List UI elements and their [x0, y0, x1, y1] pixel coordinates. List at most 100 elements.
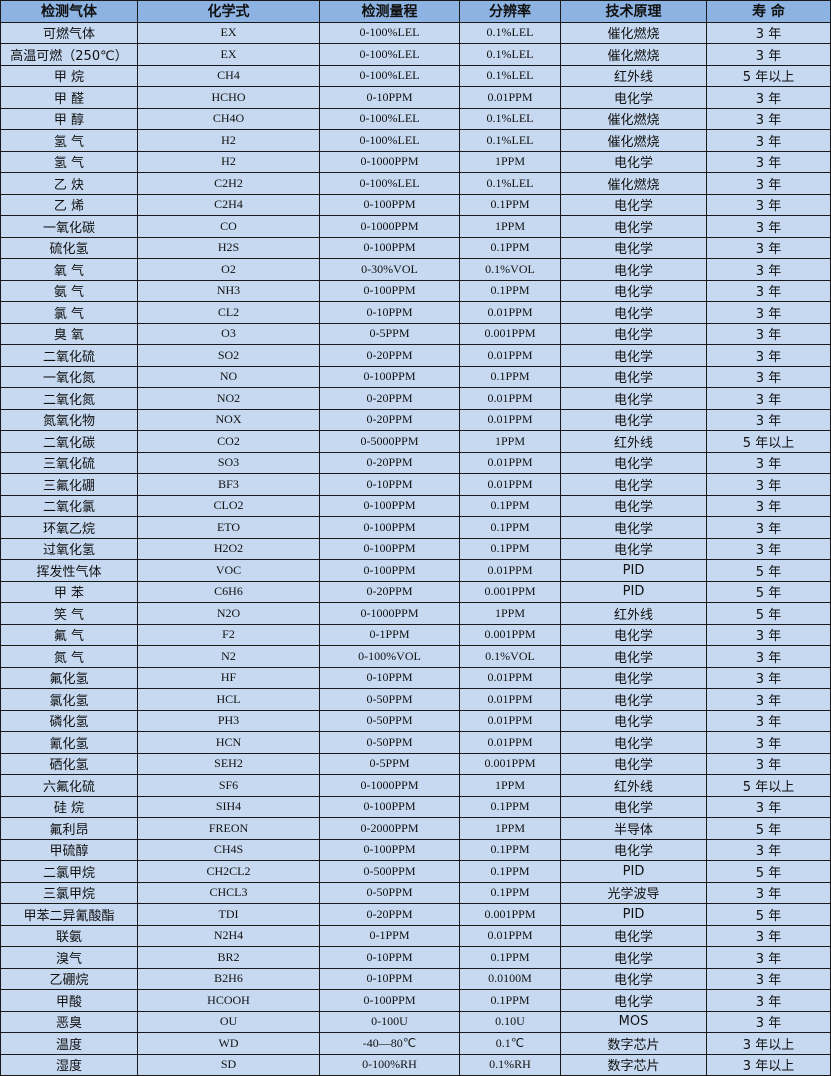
table-row: 氟利昂 FREON 0-2000PPM 1PPM 半导体 5 年 — [0, 817, 831, 840]
table-row: 磷化氢 PH3 0-50PPM 0.01PPM 电化学 3 年 — [0, 709, 831, 732]
table-row: 甲酸 HCOOH 0-100PPM 0.1PPM 电化学 3 年 — [0, 989, 831, 1012]
table-row: 温度 WD -40—80℃ 0.1℃ 数字芯片 3 年以上 — [0, 1032, 831, 1055]
cell-range: 0-20PPM — [319, 344, 460, 367]
cell-formula: C2H2 — [137, 172, 320, 195]
cell-range: 0-100%LEL — [319, 107, 460, 130]
cell-gas-name: 一氧化碳 — [0, 215, 138, 238]
cell-gas-name: 三氯甲烷 — [0, 881, 138, 904]
table-row: 三氧化硫 SO3 0-20PPM 0.01PPM 电化学 3 年 — [0, 451, 831, 474]
table-row: 臭 氧 O3 0-5PPM 0.001PPM 电化学 3 年 — [0, 322, 831, 345]
cell-formula: N2H4 — [137, 924, 320, 947]
table-row: 氯化氢 HCL 0-50PPM 0.01PPM 电化学 3 年 — [0, 688, 831, 711]
cell-range: 0-100%LEL — [319, 21, 460, 44]
cell-lifespan: 3 年 — [706, 946, 831, 969]
cell-range: 0-10PPM — [319, 666, 460, 689]
cell-principle: 电化学 — [560, 86, 707, 109]
cell-lifespan: 5 年 — [706, 817, 831, 840]
cell-range: 0-100%LEL — [319, 172, 460, 195]
cell-principle: 电化学 — [560, 215, 707, 238]
cell-resolution: 0.1PPM — [459, 881, 561, 904]
cell-lifespan: 3 年 — [706, 881, 831, 904]
cell-formula: CH4O — [137, 107, 320, 130]
cell-principle: 数字芯片 — [560, 1032, 707, 1055]
cell-resolution: 0.01PPM — [459, 473, 561, 496]
cell-lifespan: 3 年 — [706, 236, 831, 259]
cell-gas-name: 可燃气体 — [0, 21, 138, 44]
cell-principle: 电化学 — [560, 967, 707, 990]
cell-lifespan: 3 年 — [706, 494, 831, 517]
cell-lifespan: 5 年 — [706, 602, 831, 625]
table-row: 湿度 SD 0-100%RH 0.1%RH 数字芯片 3 年以上 — [0, 1053, 831, 1076]
cell-principle: 电化学 — [560, 516, 707, 539]
cell-range: 0-1PPM — [319, 623, 460, 646]
cell-resolution: 0.01PPM — [459, 709, 561, 732]
cell-formula: O3 — [137, 322, 320, 345]
cell-range: 0-100PPM — [319, 193, 460, 216]
cell-gas-name: 氢 气 — [0, 129, 138, 152]
table-row: 氨 气 NH3 0-100PPM 0.1PPM 电化学 3 年 — [0, 279, 831, 302]
table-row: 氮 气 N2 0-100%VOL 0.1%VOL 电化学 3 年 — [0, 645, 831, 668]
cell-principle: 电化学 — [560, 752, 707, 775]
cell-range: 0-500PPM — [319, 860, 460, 883]
cell-principle: 电化学 — [560, 709, 707, 732]
cell-gas-name: 甲 烷 — [0, 64, 138, 87]
cell-lifespan: 3 年 — [706, 107, 831, 130]
table-row: 六氟化硫 SF6 0-1000PPM 1PPM 红外线 5 年以上 — [0, 774, 831, 797]
cell-range: 0-100%LEL — [319, 43, 460, 66]
cell-range: 0-50PPM — [319, 688, 460, 711]
cell-formula: ETO — [137, 516, 320, 539]
cell-range: 0-50PPM — [319, 731, 460, 754]
cell-lifespan: 3 年 — [706, 43, 831, 66]
table-row: 氢 气 H2 0-100%LEL 0.1%LEL 催化燃烧 3 年 — [0, 129, 831, 152]
cell-principle: 电化学 — [560, 279, 707, 302]
cell-formula: CH4 — [137, 64, 320, 87]
cell-formula: HF — [137, 666, 320, 689]
table-row: 氧 气 O2 0-30%VOL 0.1%VOL 电化学 3 年 — [0, 258, 831, 281]
cell-resolution: 0.1PPM — [459, 838, 561, 861]
cell-formula: HCL — [137, 688, 320, 711]
cell-gas-name: 一氧化氮 — [0, 365, 138, 388]
cell-gas-name: 氮氧化物 — [0, 408, 138, 431]
cell-principle: 红外线 — [560, 602, 707, 625]
cell-range: 0-100PPM — [319, 279, 460, 302]
cell-range: 0-1PPM — [319, 924, 460, 947]
cell-resolution: 0.01PPM — [459, 731, 561, 754]
cell-resolution: 0.001PPM — [459, 580, 561, 603]
cell-gas-name: 硅 烷 — [0, 795, 138, 818]
cell-principle: 电化学 — [560, 537, 707, 560]
cell-gas-name: 二氧化碳 — [0, 430, 138, 453]
cell-lifespan: 5 年以上 — [706, 64, 831, 87]
cell-principle: 电化学 — [560, 688, 707, 711]
cell-resolution: 0.1%VOL — [459, 258, 561, 281]
cell-gas-name: 硫化氢 — [0, 236, 138, 259]
cell-gas-name: 溴气 — [0, 946, 138, 969]
table-row: 甲硫醇 CH4S 0-100PPM 0.1PPM 电化学 3 年 — [0, 838, 831, 861]
cell-gas-name: 氧 气 — [0, 258, 138, 281]
table-row: 高温可燃（250℃） EX 0-100%LEL 0.1%LEL 催化燃烧 3 年 — [0, 43, 831, 66]
cell-lifespan: 3 年 — [706, 516, 831, 539]
cell-resolution: 0.001PPM — [459, 623, 561, 646]
cell-resolution: 0.001PPM — [459, 752, 561, 775]
cell-lifespan: 3 年 — [706, 129, 831, 152]
header-principle: 技术原理 — [560, 0, 707, 23]
cell-gas-name: 甲 醛 — [0, 86, 138, 109]
cell-gas-name: 氢 气 — [0, 150, 138, 173]
table-row: 挥发性气体 VOC 0-100PPM 0.01PPM PID 5 年 — [0, 559, 831, 582]
cell-resolution: 1PPM — [459, 817, 561, 840]
cell-range: 0-30%VOL — [319, 258, 460, 281]
cell-range: 0-100PPM — [319, 559, 460, 582]
cell-formula: SIH4 — [137, 795, 320, 818]
cell-range: 0-20PPM — [319, 387, 460, 410]
cell-lifespan: 5 年 — [706, 580, 831, 603]
cell-range: 0-2000PPM — [319, 817, 460, 840]
cell-formula: CH4S — [137, 838, 320, 861]
cell-lifespan: 3 年 — [706, 1010, 831, 1033]
cell-resolution: 0.1PPM — [459, 946, 561, 969]
cell-resolution: 0.1PPM — [459, 537, 561, 560]
cell-resolution: 0.1PPM — [459, 279, 561, 302]
cell-formula: NO2 — [137, 387, 320, 410]
cell-gas-name: 氯化氢 — [0, 688, 138, 711]
cell-gas-name: 氟化氢 — [0, 666, 138, 689]
cell-gas-name: 氰化氢 — [0, 731, 138, 754]
cell-gas-name: 甲硫醇 — [0, 838, 138, 861]
